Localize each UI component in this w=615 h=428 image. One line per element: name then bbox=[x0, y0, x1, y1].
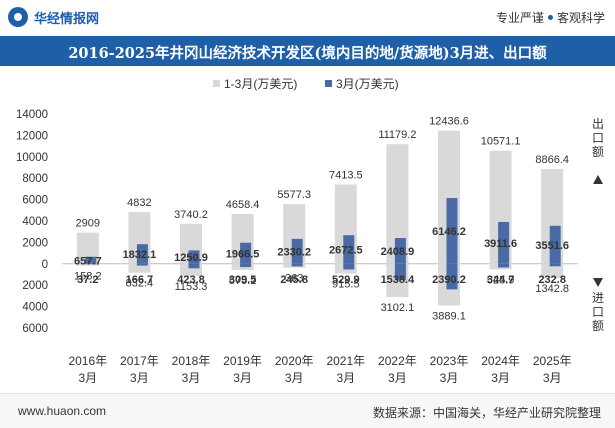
x-tick-label-year: 2021年 bbox=[326, 354, 365, 368]
label-export-cumulative: 10571.1 bbox=[481, 136, 521, 148]
footer-url[interactable]: www.huaon.com bbox=[18, 404, 106, 418]
y-tick-label: 12000 bbox=[16, 130, 48, 142]
y-tick-label: 2000 bbox=[22, 237, 48, 249]
label-import-cumulative: 915.5 bbox=[332, 279, 360, 291]
label-export-march: 657.7 bbox=[74, 255, 102, 267]
bar-import-march bbox=[137, 264, 148, 266]
label-import-cumulative: 575.2 bbox=[229, 275, 257, 287]
label-import-cumulative: 158.2 bbox=[74, 270, 102, 282]
label-import-cumulative: 525.9 bbox=[487, 274, 515, 286]
label-export-march: 3551.6 bbox=[535, 240, 569, 252]
label-import-march: 1538.4 bbox=[381, 274, 416, 286]
footer: www.huaon.com 数据来源：中国海关，华经产业研究院整理 bbox=[0, 393, 615, 428]
bar-import-march bbox=[189, 264, 200, 269]
y-tick-label: 0 bbox=[42, 259, 48, 271]
side-label-export-char: 口 bbox=[592, 131, 604, 145]
label-export-march: 1250.9 bbox=[174, 252, 208, 264]
x-tick-label-year: 2019年 bbox=[223, 354, 262, 368]
x-tick-label-month: 3月 bbox=[233, 371, 252, 385]
title-bar: 2016-2025年井冈山经济技术开发区(境内目的地/货源地)3月进、出口额 bbox=[0, 36, 615, 66]
side-label-import-char: 口 bbox=[592, 305, 604, 319]
label-export-cumulative: 8866.4 bbox=[535, 154, 569, 166]
x-tick-label-year: 2020年 bbox=[275, 354, 314, 368]
y-tick-label: 4000 bbox=[22, 216, 48, 228]
arrow-down-icon bbox=[593, 278, 603, 287]
label-export-cumulative: 11179.2 bbox=[378, 129, 416, 141]
x-tick-label-year: 2024年 bbox=[481, 354, 520, 368]
x-tick-label-month: 3月 bbox=[78, 371, 97, 385]
x-tick-label-month: 3月 bbox=[285, 371, 304, 385]
x-tick-label-year: 2022年 bbox=[378, 354, 417, 368]
label-export-cumulative: 12436.6 bbox=[429, 116, 469, 128]
label-import-cumulative: 1342.8 bbox=[535, 283, 569, 295]
x-tick-label-year: 2025年 bbox=[533, 354, 572, 368]
bar-import-march bbox=[550, 264, 561, 266]
y-tick-label: 2000 bbox=[22, 280, 48, 292]
label-export-march: 1832.1 bbox=[123, 249, 157, 261]
side-label-export-char: 出 bbox=[592, 117, 604, 131]
side-label-import-char: 额 bbox=[592, 319, 604, 333]
label-export-march: 2408.9 bbox=[381, 246, 415, 258]
label-export-cumulative: 4832 bbox=[127, 197, 151, 209]
side-label-export-char: 额 bbox=[592, 145, 604, 159]
label-export-march: 2330.2 bbox=[277, 246, 311, 258]
chart: 1-3月(万美元) 3月(万美元) 14000 12000 10000 8000 6000 4… bbox=[0, 66, 615, 393]
label-import-cumulative: 1153.3 bbox=[175, 281, 208, 293]
arrow-up-icon bbox=[593, 175, 603, 184]
slogan: 专业严谨客观科学 bbox=[496, 9, 605, 26]
bar-import-march bbox=[498, 264, 509, 268]
slogan-b: 客观科学 bbox=[557, 11, 605, 25]
x-tick-label-month: 3月 bbox=[440, 371, 459, 385]
label-import-cumulative: 3889.1 bbox=[432, 310, 466, 322]
bullet-dot-icon bbox=[548, 15, 553, 20]
side-label-import-char: 进 bbox=[592, 291, 604, 305]
legend-swatch-cumulative bbox=[213, 80, 220, 87]
y-tick-label: 6000 bbox=[22, 323, 48, 335]
x-tick-label-year: 2016年 bbox=[68, 354, 107, 368]
label-import-march: 2390.2 bbox=[432, 274, 466, 286]
bar-import-march bbox=[240, 264, 251, 267]
x-tick-label-month: 3月 bbox=[543, 371, 562, 385]
label-export-cumulative: 4658.4 bbox=[226, 199, 260, 211]
label-export-march: 6146.2 bbox=[432, 226, 466, 238]
x-tick-label-year: 2023年 bbox=[430, 354, 469, 368]
label-export-march: 2672.5 bbox=[329, 245, 363, 257]
label-import-cumulative: 363 bbox=[285, 273, 303, 285]
x-tick-label-month: 3月 bbox=[182, 371, 201, 385]
y-tick-label: 8000 bbox=[22, 173, 48, 185]
label-export-cumulative: 2909 bbox=[76, 218, 100, 230]
bar-import-march bbox=[292, 264, 303, 267]
legend-swatch-march bbox=[325, 80, 332, 87]
label-import-cumulative: 832.4 bbox=[126, 278, 154, 290]
y-tick-label: 10000 bbox=[16, 152, 48, 164]
data-source: 数据来源：中国海关，华经产业研究院整理 bbox=[373, 404, 601, 421]
x-tick-label-year: 2017年 bbox=[120, 354, 159, 368]
label-export-march: 1966.5 bbox=[226, 248, 260, 260]
bar-import-march bbox=[343, 264, 354, 270]
x-tick-label-year: 2018年 bbox=[172, 354, 211, 368]
label-export-cumulative: 7413.5 bbox=[329, 169, 363, 181]
label-export-cumulative: 3740.2 bbox=[174, 209, 208, 221]
top-bar: 华经情报网 专业严谨客观科学 bbox=[0, 0, 615, 36]
slogan-a: 专业严谨 bbox=[496, 11, 544, 25]
y-tick-label: 4000 bbox=[22, 302, 48, 314]
chart-title: 2016-2025年井冈山经济技术开发区(境内目的地/货源地)3月进、出口额 bbox=[0, 42, 615, 63]
label-export-march: 3911.6 bbox=[484, 238, 517, 250]
label-import-cumulative: 3102.1 bbox=[381, 302, 415, 314]
legend-label-march: 3月(万美元) bbox=[336, 77, 399, 91]
y-tick-label: 14000 bbox=[16, 109, 48, 121]
x-tick-label-month: 3月 bbox=[130, 371, 149, 385]
x-tick-label-month: 3月 bbox=[388, 371, 407, 385]
y-tick-label: 6000 bbox=[22, 195, 48, 207]
brand-logo-icon bbox=[8, 7, 28, 27]
label-export-cumulative: 5577.3 bbox=[277, 189, 311, 201]
x-tick-label-month: 3月 bbox=[491, 371, 510, 385]
brand-name: 华经情报网 bbox=[34, 8, 99, 27]
legend-label-cumulative: 1-3月(万美元) bbox=[224, 77, 297, 91]
x-tick-label-month: 3月 bbox=[336, 371, 355, 385]
